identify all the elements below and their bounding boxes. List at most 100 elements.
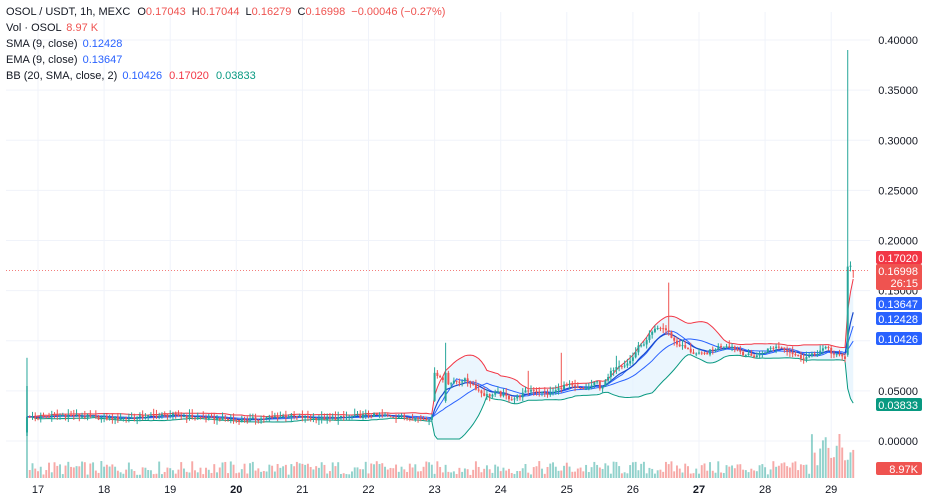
candle (136, 416, 139, 425)
candle-body (802, 358, 805, 360)
candle (681, 339, 684, 350)
candle-body (28, 416, 31, 418)
volume-bar (122, 473, 125, 478)
candle (254, 413, 257, 425)
legend-bb-label: BB (20, SMA, close, 2) (6, 70, 118, 82)
candle-body (742, 351, 745, 356)
tag-bb-basis-bg (876, 332, 922, 345)
candle (692, 348, 695, 355)
candle (755, 352, 758, 359)
candle-body (678, 344, 681, 347)
candle (436, 370, 439, 379)
candle (813, 351, 816, 357)
candle-body (144, 417, 147, 419)
volume-bar (810, 434, 813, 478)
candle-body (510, 399, 513, 401)
candle-body (392, 416, 395, 418)
candle (180, 412, 183, 421)
candle (260, 415, 263, 424)
volume-bar (717, 461, 720, 478)
candle (182, 413, 185, 418)
candle (271, 410, 274, 420)
legend-bb-row[interactable]: BB (20, SMA, close, 2) 0.10426 0.17020 0… (6, 68, 445, 84)
grid (6, 12, 870, 478)
candle (414, 417, 417, 422)
candle-body (791, 352, 794, 355)
candle (373, 412, 375, 417)
candle (648, 330, 651, 343)
candle-body (408, 418, 411, 420)
candle (549, 386, 552, 397)
candle-body (279, 416, 282, 419)
volume-bar (72, 467, 75, 478)
candle (50, 410, 53, 422)
tag-sma: 0.12428 (876, 312, 922, 326)
volume-bar (747, 472, 750, 478)
legend-volume-row[interactable]: Vol · OSOL 8.97 K (6, 20, 445, 36)
candle-body (114, 416, 117, 420)
candle-body (342, 415, 345, 418)
candle (149, 412, 152, 416)
candle-body (703, 352, 706, 354)
candle-body (615, 366, 618, 370)
volume-bar (571, 471, 574, 478)
candle (59, 413, 62, 420)
tag-ema: 0.13647 (876, 297, 922, 311)
candle-body (370, 416, 373, 418)
candle (483, 387, 486, 397)
volume-bar (524, 464, 527, 478)
candle-body (648, 334, 651, 341)
volume-bar (725, 465, 728, 478)
candle-body (171, 413, 174, 416)
candle (835, 352, 838, 358)
volume-bar (42, 474, 45, 478)
candle-body (414, 417, 417, 420)
candle-body (356, 414, 359, 416)
candle (750, 349, 753, 357)
candle (25, 357, 28, 436)
volume-bar (136, 474, 139, 478)
candle-body (25, 416, 28, 433)
legend-sma-row[interactable]: SMA (9, close) 0.12428 (6, 36, 445, 52)
candle (609, 367, 612, 381)
candle (191, 409, 194, 420)
volume-bar (598, 467, 601, 478)
candle-body (576, 386, 579, 388)
legend-ema-row[interactable]: EMA (9, close) 0.13647 (6, 52, 445, 68)
candle (472, 380, 475, 386)
x-tick-label: 25 (561, 484, 573, 496)
candle (640, 342, 643, 348)
volume-bar (821, 440, 824, 478)
candle-body (149, 414, 152, 416)
candle (653, 325, 656, 334)
candle-body (706, 352, 709, 355)
candle-body (480, 390, 483, 394)
volume-bar (648, 467, 651, 478)
candle (386, 412, 389, 418)
candle (494, 389, 497, 397)
volume-bar (576, 468, 579, 478)
volume-bar (188, 472, 191, 478)
candle (664, 325, 667, 335)
candle-body (97, 416, 100, 420)
candle (359, 410, 362, 419)
candle-body (381, 414, 384, 416)
candle (130, 412, 133, 419)
candle-body (835, 354, 838, 356)
candle (342, 410, 345, 421)
candles[interactable] (25, 50, 855, 436)
candle (345, 411, 348, 421)
candle (554, 385, 557, 395)
candle (626, 358, 629, 369)
legend-symbol[interactable]: OSOL / USDT, 1h, MEXC (6, 6, 131, 18)
tag-bb-upper-text: 0.17020 (878, 253, 918, 265)
volume-bar (477, 466, 480, 478)
candle-body (711, 349, 714, 351)
volume-bar (174, 473, 177, 478)
candle (645, 337, 648, 349)
volume-bar (513, 473, 516, 478)
volume-bar (711, 470, 714, 478)
candle-body (766, 348, 769, 353)
